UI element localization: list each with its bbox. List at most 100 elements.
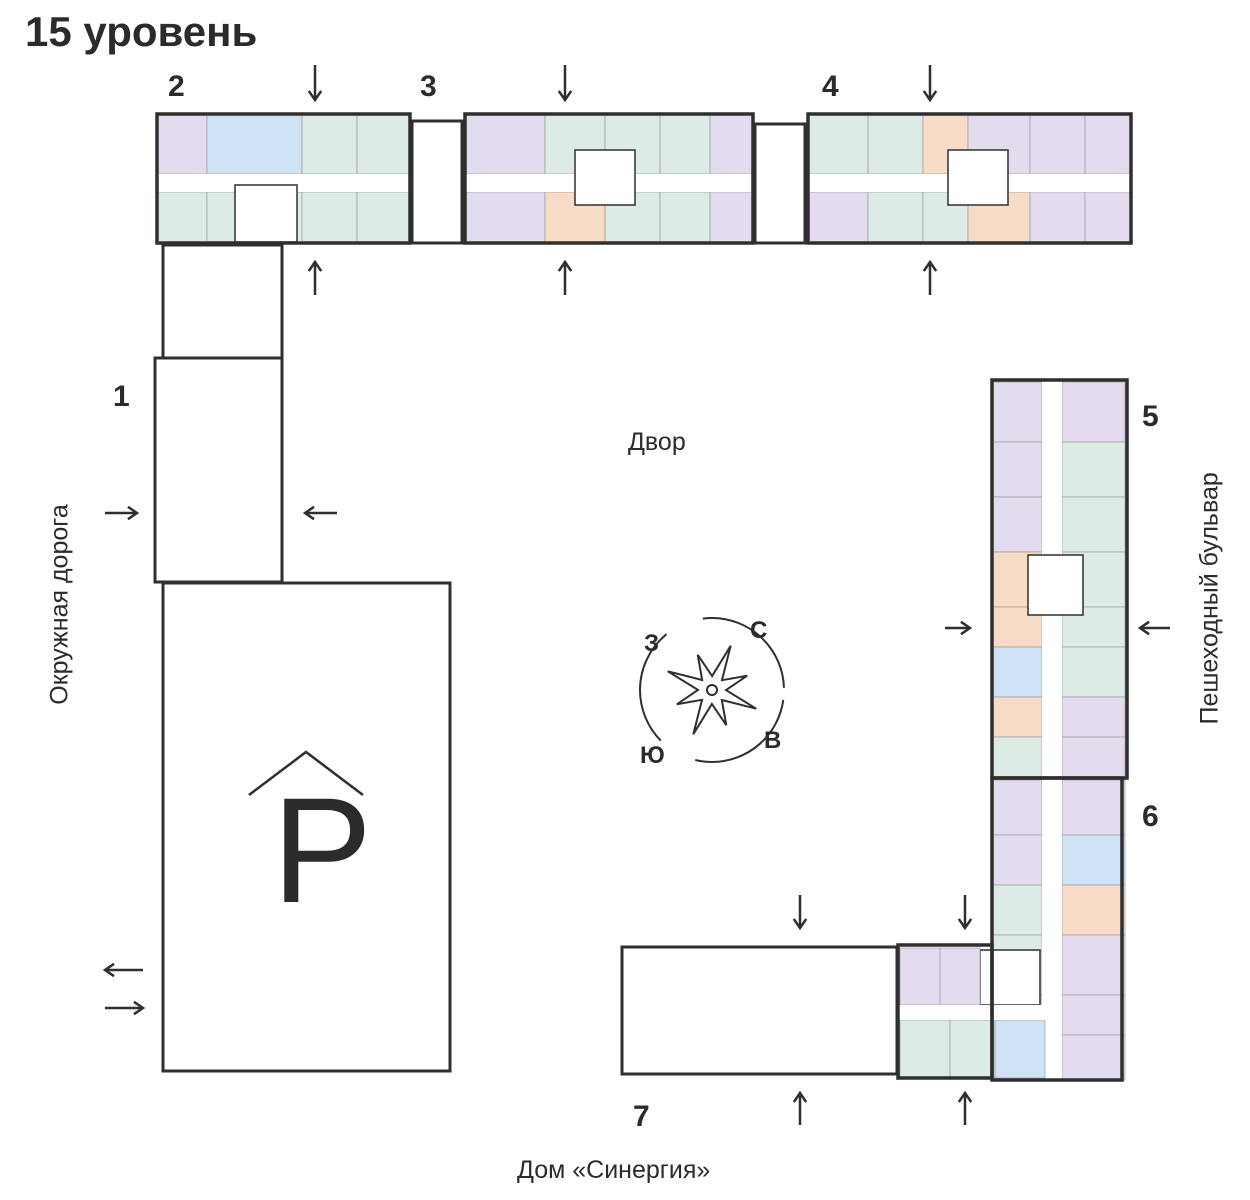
apartment xyxy=(991,496,1043,553)
parking-sign: P xyxy=(272,766,373,934)
corridor xyxy=(157,174,410,192)
arrow-icon xyxy=(957,918,973,931)
arrow-icon xyxy=(1137,620,1150,636)
apartment xyxy=(709,113,754,175)
apartment xyxy=(659,113,711,175)
section-1-box xyxy=(153,356,284,584)
arrow-icon xyxy=(557,259,573,272)
apartment xyxy=(1061,884,1126,936)
apartment xyxy=(899,1019,951,1079)
apartment xyxy=(807,191,869,243)
apartment xyxy=(464,113,546,175)
apartment xyxy=(867,191,924,243)
apartment xyxy=(1084,113,1132,175)
section-label-4: 4 xyxy=(822,70,839,103)
apartment xyxy=(899,947,941,1006)
apartment xyxy=(156,191,208,243)
section-label-3: 3 xyxy=(420,70,437,103)
apartment xyxy=(301,191,358,243)
apartment xyxy=(1061,1034,1126,1081)
apartment xyxy=(991,441,1043,498)
corridor xyxy=(1042,382,1062,1080)
boulevard-label: Пешеходный бульвар xyxy=(1195,472,1224,725)
arrow-icon xyxy=(792,918,808,931)
parking-box xyxy=(161,581,452,1073)
apartment xyxy=(1061,934,1126,996)
apartment xyxy=(1061,646,1126,698)
apartment xyxy=(1084,191,1132,243)
ring-road-label: Окружная дорога xyxy=(45,504,74,705)
corridor xyxy=(900,1005,1050,1020)
apartment xyxy=(356,191,410,243)
arrow-icon xyxy=(957,1090,973,1103)
stair-core xyxy=(979,949,1041,1006)
arrow-icon xyxy=(102,962,115,978)
apartment xyxy=(1061,779,1126,836)
apartment xyxy=(991,696,1043,738)
arrow-icon xyxy=(307,90,323,103)
apartment xyxy=(1029,191,1086,243)
stair-core xyxy=(234,184,298,243)
apartment xyxy=(807,113,869,175)
apartment xyxy=(1061,696,1126,738)
apartment xyxy=(356,113,410,175)
parking-roof-icon xyxy=(248,750,364,796)
section-label-5: 5 xyxy=(1142,400,1159,433)
apartment xyxy=(206,113,303,175)
passage-box-3 xyxy=(410,119,464,245)
arrow-icon xyxy=(557,90,573,103)
apartment xyxy=(949,1019,996,1079)
apartment xyxy=(991,884,1043,936)
passage-box-4 xyxy=(753,122,807,245)
apartment xyxy=(991,381,1043,443)
arrow-icon xyxy=(922,90,938,103)
apartment xyxy=(939,947,981,1006)
section-3-outline xyxy=(463,112,755,245)
house-name-label: Дом «Синергия» xyxy=(517,1156,711,1184)
apartment xyxy=(1061,994,1126,1036)
arrow-icon xyxy=(792,1090,808,1103)
section-7-box xyxy=(620,945,899,1076)
arrow-icon xyxy=(922,259,938,272)
compass-ring xyxy=(639,617,785,763)
section-6-outline xyxy=(990,776,1124,1082)
section-4-outline xyxy=(806,112,1133,245)
section-label-1: 1 xyxy=(113,380,130,413)
section-2-outline xyxy=(155,112,412,245)
compass-east: В xyxy=(764,727,782,754)
page-title: 15 уровень xyxy=(25,8,258,55)
apartment xyxy=(994,1019,1046,1079)
compass-north: С xyxy=(750,617,768,644)
apartment xyxy=(1061,381,1126,443)
arrow-icon xyxy=(302,505,315,521)
apartment xyxy=(709,191,754,243)
apartment xyxy=(991,834,1043,886)
section-1-upper-box xyxy=(161,243,284,360)
apartment xyxy=(1061,441,1126,498)
compass-center xyxy=(706,684,718,696)
arrow-icon xyxy=(307,259,323,272)
apartment xyxy=(1061,834,1126,886)
arrow-icon xyxy=(127,505,140,521)
apartment xyxy=(1061,736,1126,778)
section-label-6: 6 xyxy=(1142,800,1159,833)
stair-core xyxy=(1027,554,1084,616)
apartment xyxy=(991,736,1043,778)
section-label-7: 7 xyxy=(633,1100,650,1133)
arrow-icon xyxy=(133,1000,146,1016)
apartment xyxy=(991,646,1043,698)
apartment xyxy=(156,113,208,175)
arrow-icon xyxy=(960,620,973,636)
stair-core xyxy=(947,149,1009,206)
section-label-2: 2 xyxy=(168,70,185,103)
compass-west: З xyxy=(644,630,660,657)
apartment xyxy=(991,779,1043,836)
apartment xyxy=(464,191,546,243)
compass-south: Ю xyxy=(640,742,665,769)
apartment xyxy=(1061,496,1126,553)
courtyard-label: Двор xyxy=(628,428,686,456)
apartment xyxy=(659,191,711,243)
apartment xyxy=(301,113,358,175)
stair-core xyxy=(574,149,636,206)
